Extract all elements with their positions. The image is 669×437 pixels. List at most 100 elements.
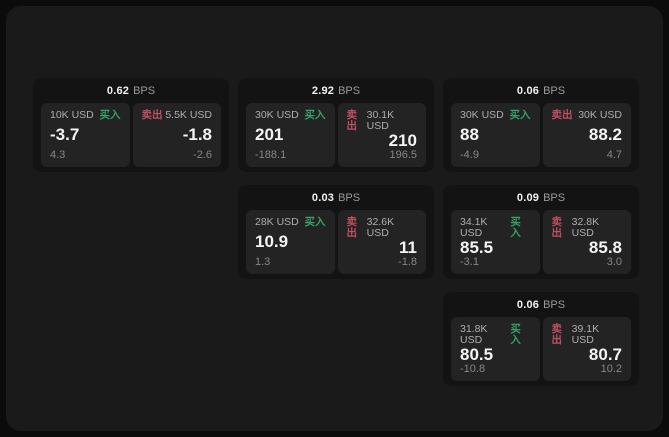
buy-sub-value: 4.3 — [50, 149, 66, 161]
sell-side-label: 卖出 — [346, 109, 358, 132]
sell-quote-panel[interactable]: 卖出 39.1K USD 80.7 10.2 — [542, 317, 631, 381]
sell-side-label: 卖出 — [346, 216, 358, 239]
quotes-grid: 0.62 BPS 10K USD 买入 -3.7 4.3 卖出 5.5K USD… — [33, 78, 639, 386]
sell-amount: 39.1K USD — [571, 323, 600, 346]
sell-price: -1.8 — [182, 125, 212, 145]
sell-quote-panel[interactable]: 卖出 30.1K USD 210 196.5 — [337, 103, 426, 167]
sell-quote-panel[interactable]: 卖出 32.8K USD 85.8 3.0 — [542, 210, 631, 274]
buy-top-row: 28K USD 买入 — [255, 217, 326, 228]
buy-amount: 28K USD — [255, 216, 299, 228]
sell-top-row: 卖出 30.1K USD — [347, 110, 418, 131]
sell-quote-panel[interactable]: 卖出 5.5K USD -1.8 -2.6 — [132, 103, 221, 167]
sell-sub-value: 4.7 — [606, 149, 622, 161]
sell-top-row: 卖出 39.1K USD — [552, 324, 623, 345]
bps-header: 0.06 BPS — [451, 78, 631, 103]
sell-quote-panel[interactable]: 卖出 30K USD 88.2 4.7 — [542, 103, 631, 167]
buy-sub-value: -10.8 — [460, 363, 486, 375]
buy-sub-value: -4.9 — [460, 149, 479, 161]
sell-amount: 5.5K USD — [165, 109, 212, 121]
quote-card: 2.92 BPS 30K USD 买入 201 -188.1 卖出 30.1K … — [238, 78, 434, 172]
sell-amount: 30.1K USD — [366, 109, 395, 132]
sell-sub-value: -1.8 — [398, 256, 417, 268]
buy-side-label: 买入 — [304, 216, 326, 228]
buy-price: 85.5 — [460, 237, 494, 257]
sell-price: 88.2 — [588, 125, 622, 145]
bps-unit-label: BPS — [338, 84, 361, 97]
app-window: 0.62 BPS 10K USD 买入 -3.7 4.3 卖出 5.5K USD… — [6, 6, 663, 431]
buy-sub-value: 1.3 — [255, 256, 271, 268]
bps-header: 0.09 BPS — [451, 185, 631, 210]
sell-amount: 30K USD — [578, 109, 622, 121]
buy-amount: 30K USD — [460, 109, 504, 121]
buy-top-row: 34.1K USD 买入 — [460, 217, 531, 238]
bps-unit-label: BPS — [543, 84, 566, 97]
buy-price: 10.9 — [255, 232, 289, 252]
bps-unit-label: BPS — [338, 191, 361, 204]
buy-quote-panel[interactable]: 10K USD 买入 -3.7 4.3 — [41, 103, 130, 167]
buy-side-label: 买入 — [510, 216, 521, 239]
buy-quote-panel[interactable]: 30K USD 买入 201 -188.1 — [246, 103, 335, 167]
bps-value: 2.92 — [311, 84, 335, 97]
buy-amount: 31.8K USD — [460, 323, 488, 346]
bps-value: 0.03 — [311, 191, 335, 204]
buy-side-label: 买入 — [304, 109, 326, 121]
sell-price: 85.8 — [588, 237, 622, 257]
bps-unit-label: BPS — [543, 191, 566, 204]
buy-top-row: 30K USD 买入 — [460, 110, 531, 121]
buy-side-label: 买入 — [509, 109, 531, 121]
bps-header: 2.92 BPS — [246, 78, 426, 103]
sell-quote-panel[interactable]: 卖出 32.6K USD 11 -1.8 — [337, 210, 426, 274]
quote-panels: 34.1K USD 买入 85.5 -3.1 卖出 32.8K USD 85.8… — [451, 210, 631, 274]
sell-price: 11 — [399, 237, 417, 257]
buy-side-label: 买入 — [99, 109, 121, 121]
sell-price: 210 — [388, 130, 417, 150]
buy-price: -3.7 — [50, 125, 80, 145]
buy-quote-panel[interactable]: 30K USD 买入 88 -4.9 — [451, 103, 540, 167]
bps-header: 0.62 BPS — [41, 78, 221, 103]
quote-panels: 30K USD 买入 201 -188.1 卖出 30.1K USD 210 1… — [246, 103, 426, 167]
quote-panels: 10K USD 买入 -3.7 4.3 卖出 5.5K USD -1.8 -2.… — [41, 103, 221, 167]
buy-amount: 10K USD — [50, 109, 94, 121]
buy-sub-value: -3.1 — [460, 256, 479, 268]
quote-card: 0.62 BPS 10K USD 买入 -3.7 4.3 卖出 5.5K USD… — [33, 78, 229, 172]
bps-value: 0.09 — [516, 191, 540, 204]
buy-price: 201 — [255, 125, 284, 145]
buy-quote-panel[interactable]: 34.1K USD 买入 85.5 -3.1 — [451, 210, 540, 274]
buy-amount: 34.1K USD — [460, 216, 488, 239]
bps-value: 0.62 — [106, 84, 130, 97]
quote-card: 0.09 BPS 34.1K USD 买入 85.5 -3.1 卖出 32.8K… — [443, 185, 639, 279]
sell-side-label: 卖出 — [551, 109, 573, 121]
buy-quote-panel[interactable]: 28K USD 买入 10.9 1.3 — [246, 210, 335, 274]
quote-panels: 31.8K USD 买入 80.5 -10.8 卖出 39.1K USD 80.… — [451, 317, 631, 381]
bps-header: 0.06 BPS — [451, 292, 631, 317]
buy-side-label: 买入 — [510, 323, 521, 346]
quote-card: 0.06 BPS 31.8K USD 买入 80.5 -10.8 卖出 39.1… — [443, 292, 639, 386]
sell-sub-value: -2.6 — [193, 149, 212, 161]
sell-side-label: 卖出 — [141, 109, 163, 121]
buy-top-row: 10K USD 买入 — [50, 110, 121, 121]
sell-sub-value: 196.5 — [389, 149, 417, 161]
buy-quote-panel[interactable]: 31.8K USD 买入 80.5 -10.8 — [451, 317, 540, 381]
sell-top-row: 卖出 30K USD — [552, 110, 623, 121]
sell-side-label: 卖出 — [551, 216, 563, 239]
buy-top-row: 30K USD 买入 — [255, 110, 326, 121]
sell-sub-value: 10.2 — [600, 363, 622, 375]
sell-top-row: 卖出 5.5K USD — [142, 110, 213, 121]
sell-amount: 32.6K USD — [366, 216, 395, 239]
sell-amount: 32.8K USD — [571, 216, 600, 239]
sell-top-row: 卖出 32.8K USD — [552, 217, 623, 238]
bps-unit-label: BPS — [543, 298, 566, 311]
buy-price: 88 — [460, 125, 479, 145]
quote-panels: 30K USD 买入 88 -4.9 卖出 30K USD 88.2 4.7 — [451, 103, 631, 167]
bps-value: 0.06 — [516, 298, 540, 311]
buy-top-row: 31.8K USD 买入 — [460, 324, 531, 345]
bps-value: 0.06 — [516, 84, 540, 97]
quote-card: 0.03 BPS 28K USD 买入 10.9 1.3 卖出 32.6K US… — [238, 185, 434, 279]
buy-price: 80.5 — [460, 344, 494, 364]
buy-sub-value: -188.1 — [255, 149, 287, 161]
sell-sub-value: 3.0 — [606, 256, 622, 268]
bps-unit-label: BPS — [133, 84, 156, 97]
sell-price: 80.7 — [588, 344, 622, 364]
buy-amount: 30K USD — [255, 109, 299, 121]
quote-card: 0.06 BPS 30K USD 买入 88 -4.9 卖出 30K USD 8… — [443, 78, 639, 172]
